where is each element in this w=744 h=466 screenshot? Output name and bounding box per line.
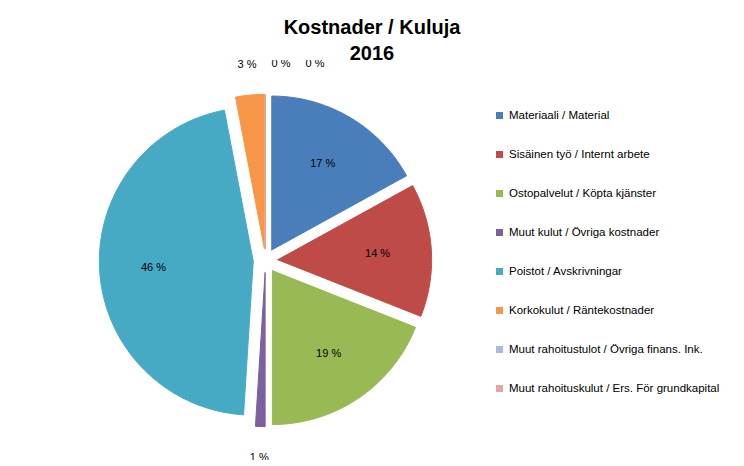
svg-text:0 %: 0 %: [305, 60, 324, 69]
html-text:Materiaali / Material: Materiaali / Material: [509, 109, 610, 121]
html-text:Sisäinen työ / Internt arbete: Sisäinen työ / Internt arbete: [509, 148, 650, 160]
svg-text:17 %: 17 %: [310, 157, 335, 169]
html-text:Muut rahoitustulot / Övriga fi: Muut rahoitustulot / Övriga finans. Ink.: [509, 343, 703, 355]
svg-text:1 %: 1 %: [250, 451, 269, 460]
html-text:Ostopalvelut / Köpta kjänster: Ostopalvelut / Köpta kjänster: [509, 187, 656, 199]
html-text:Poistot / Avskrivningar: Poistot / Avskrivningar: [509, 265, 622, 277]
svg-text:3 %: 3 %: [237, 60, 256, 70]
html-text:Korkokulut / Räntekostnader: Korkokulut / Räntekostnader: [509, 304, 655, 316]
html-text:2016: 2016: [349, 42, 395, 64]
svg-text:19 %: 19 %: [316, 347, 341, 359]
svg-text:14 %: 14 %: [365, 247, 390, 259]
svg-text:46 %: 46 %: [141, 261, 166, 273]
html-text:Muut kulut / Övriga kostnader: Muut kulut / Övriga kostnader: [509, 226, 660, 238]
html-text:Muut rahoituskulut / Ers. För: Muut rahoituskulut / Ers. För grundkapit…: [509, 382, 720, 394]
svg-text:0 %: 0 %: [271, 60, 290, 69]
html-text:Kostnader / Kuluja: Kostnader / Kuluja: [283, 16, 461, 38]
